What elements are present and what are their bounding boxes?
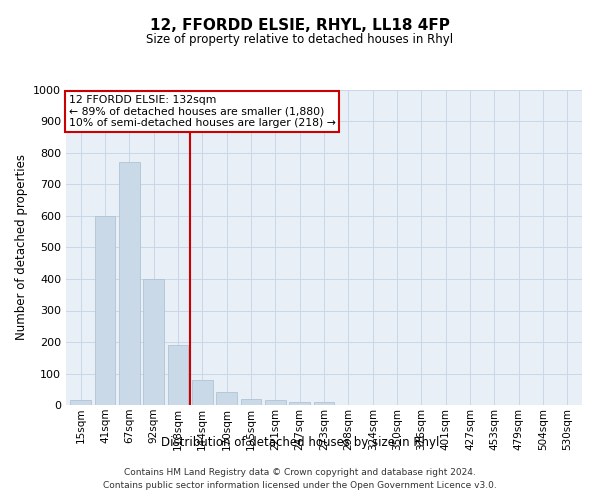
Text: Size of property relative to detached houses in Rhyl: Size of property relative to detached ho… — [146, 32, 454, 46]
Bar — [265, 400, 286, 405]
Text: 12 FFORDD ELSIE: 132sqm
← 89% of detached houses are smaller (1,880)
10% of semi: 12 FFORDD ELSIE: 132sqm ← 89% of detache… — [68, 94, 335, 128]
Bar — [192, 380, 212, 405]
Bar — [70, 400, 91, 405]
Y-axis label: Number of detached properties: Number of detached properties — [14, 154, 28, 340]
Text: Contains HM Land Registry data © Crown copyright and database right 2024.: Contains HM Land Registry data © Crown c… — [124, 468, 476, 477]
Bar — [119, 162, 140, 405]
Bar — [216, 392, 237, 405]
Bar — [314, 402, 334, 405]
Bar — [167, 345, 188, 405]
Bar — [143, 279, 164, 405]
Text: Distribution of detached houses by size in Rhyl: Distribution of detached houses by size … — [161, 436, 439, 449]
Bar — [95, 216, 115, 405]
Bar — [241, 398, 262, 405]
Text: 12, FFORDD ELSIE, RHYL, LL18 4FP: 12, FFORDD ELSIE, RHYL, LL18 4FP — [150, 18, 450, 32]
Bar — [289, 402, 310, 405]
Text: Contains public sector information licensed under the Open Government Licence v3: Contains public sector information licen… — [103, 482, 497, 490]
